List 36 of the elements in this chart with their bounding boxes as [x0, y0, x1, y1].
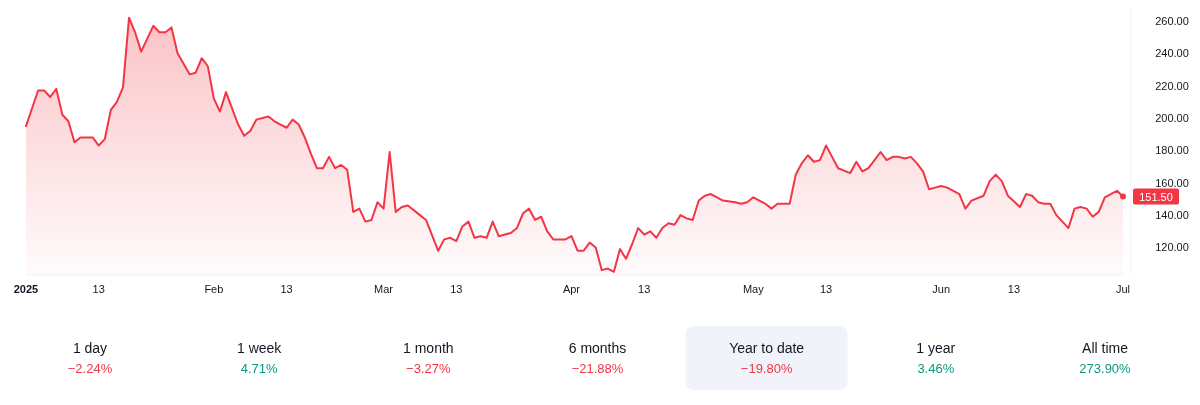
- x-tick-label: Jun: [932, 283, 951, 295]
- x-tick-label: 13: [450, 283, 463, 295]
- y-tick-label: 240.00: [1155, 47, 1189, 60]
- x-tick-label: 13: [280, 283, 293, 295]
- annotation: 151.50: [1139, 190, 1173, 203]
- x-tick-label: Jul: [1115, 283, 1131, 295]
- category-label: Year to date: [729, 340, 805, 356]
- x-tick-label: Apr: [562, 283, 581, 295]
- y-tick-label: 120.00: [1155, 241, 1189, 254]
- category-label: All time: [1082, 340, 1129, 356]
- x-tick-label: May: [742, 283, 765, 295]
- x-tick-label: 13: [638, 283, 651, 295]
- y-tick-label: 200.00: [1155, 112, 1189, 125]
- text: −19.80%: [740, 361, 793, 376]
- text: −21.88%: [571, 361, 624, 376]
- x-tick-label: 13: [819, 283, 833, 295]
- text: 3.46%: [917, 361, 955, 376]
- category-label: 1 month: [403, 340, 454, 356]
- x-tick-label: 13: [1007, 283, 1021, 295]
- category-label: 1 week: [236, 340, 283, 356]
- y-tick-label: 180.00: [1155, 144, 1189, 157]
- category-label: 6 months: [568, 340, 627, 356]
- category-label: 1 year: [916, 340, 956, 356]
- category-label: 1 day: [72, 340, 108, 356]
- text: −2.24%: [67, 361, 113, 376]
- text: −3.27%: [406, 361, 451, 376]
- x-tick-label: Mar: [374, 283, 394, 295]
- x-tick-label: Feb: [204, 283, 224, 295]
- x-tick-label: 2025: [13, 283, 39, 295]
- text: 273.90%: [1079, 361, 1131, 376]
- y-tick-label: 220.00: [1155, 79, 1189, 92]
- x-tick-label: 13: [92, 283, 105, 295]
- y-tick-label: 140.00: [1155, 209, 1189, 222]
- y-tick-label: 260.00: [1155, 14, 1189, 27]
- y-tick-label: 160.00: [1155, 176, 1189, 189]
- text: 4.71%: [240, 361, 278, 376]
